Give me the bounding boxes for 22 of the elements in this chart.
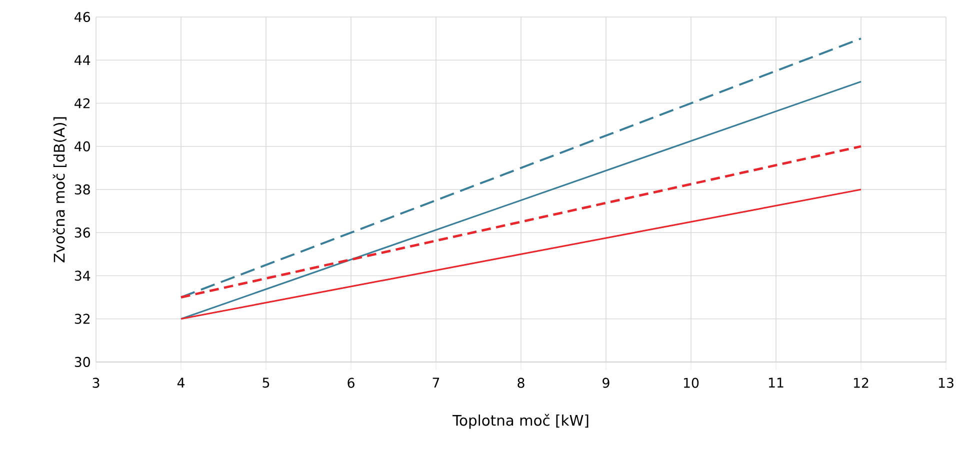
x-tick-label: 10: [684, 378, 699, 388]
x-tick-label: 9: [602, 378, 610, 388]
y-tick-label: 42: [74, 98, 90, 108]
x-tick-label: 8: [518, 378, 524, 388]
y-tick-label: 38: [74, 184, 90, 195]
x-tick-label: 5: [262, 378, 270, 388]
x-tick-label: 11: [768, 378, 784, 388]
x-tick-label: 6: [348, 378, 354, 388]
y-tick-label: 32: [74, 314, 90, 324]
y-tick-label: 40: [74, 141, 90, 152]
x-tick-label: 12: [854, 378, 868, 388]
x-tick-label: 4: [177, 378, 184, 388]
x-axis-title: Toplotna moč [kW]: [452, 414, 588, 429]
y-tick-label: 34: [74, 270, 90, 281]
x-tick-label: 13: [938, 378, 954, 388]
x-tick-label: 3: [92, 378, 100, 388]
x-tick-label: 7: [432, 378, 440, 388]
y-tick-label: 46: [74, 12, 90, 22]
y-tick-label: 36: [74, 228, 90, 238]
y-tick-label: 30: [74, 356, 90, 368]
y-tick-label: 44: [74, 55, 90, 65]
y-axis-title: Zvočna moč [dB(A)]: [52, 117, 66, 262]
